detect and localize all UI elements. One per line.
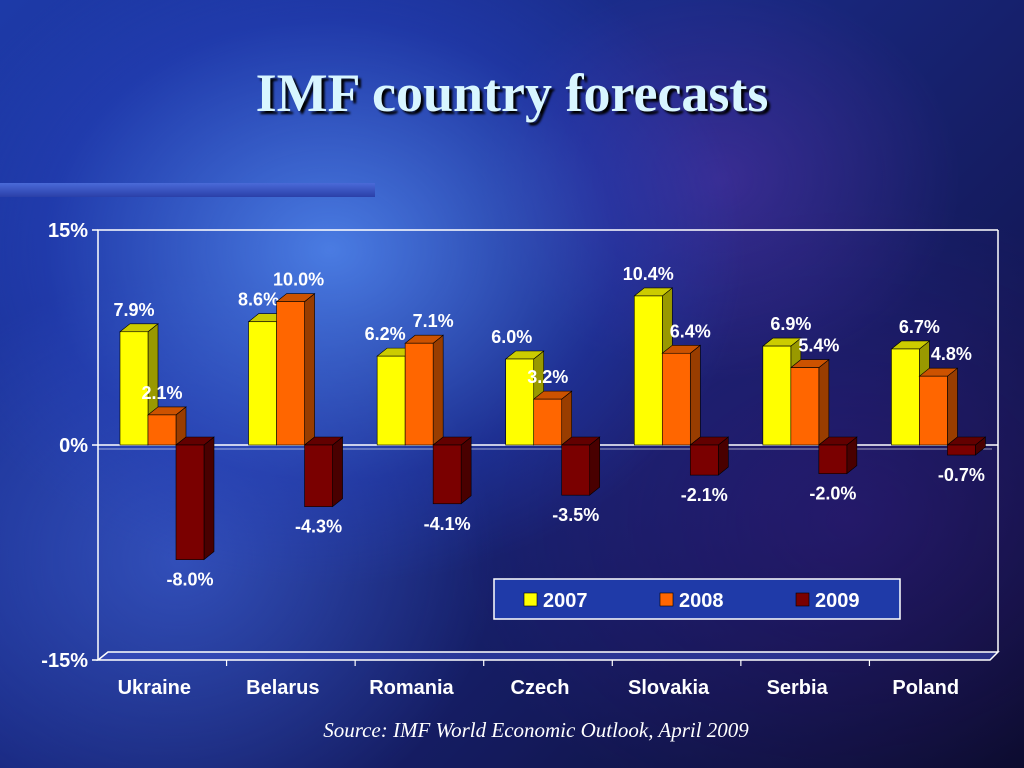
data-label: -4.3%	[295, 517, 342, 537]
data-label: 10.4%	[623, 264, 674, 284]
bar-side-romania-2008	[432, 334, 444, 446]
bar-slovakia-2007	[633, 295, 663, 446]
x-category-label: Poland	[892, 677, 959, 699]
bar-side-poland-2008	[947, 367, 958, 446]
x-category-label: Czech	[511, 677, 570, 699]
bar-side-romania-2009	[460, 436, 472, 505]
data-label: 4.8%	[931, 344, 972, 364]
bar-czech-2008	[533, 398, 563, 446]
bar-slovakia-2008	[661, 352, 691, 446]
bar-czech-2007	[505, 358, 535, 446]
bar-ukraine-2009	[175, 444, 205, 560]
data-label: -2.1%	[681, 485, 728, 505]
data-label: 6.7%	[899, 317, 940, 337]
data-label: 8.6%	[238, 290, 279, 310]
data-label: 6.2%	[365, 324, 406, 344]
data-label: -3.5%	[552, 505, 599, 525]
bar-serbia-2007	[762, 345, 792, 446]
y-tick-label: 0%	[59, 435, 88, 457]
bar-czech-2009	[561, 444, 591, 496]
bar-poland-2007	[891, 348, 920, 446]
bar-belarus-2008	[276, 301, 305, 446]
bar-poland-2008	[919, 375, 948, 446]
bar-romania-2009	[432, 444, 462, 505]
legend-label: 2008	[679, 590, 724, 612]
slide-title: IMF country forecasts	[255, 63, 769, 123]
y-tick-label: -15%	[41, 650, 88, 672]
data-label: -0.7%	[938, 465, 985, 485]
source-note: Source: IMF World Economic Outlook, Apri…	[323, 718, 749, 742]
bar-romania-2008	[404, 342, 434, 446]
data-label: 6.0%	[491, 327, 532, 347]
bar-side-ukraine-2009	[203, 436, 215, 561]
x-category-label: Slovakia	[628, 677, 710, 699]
data-label: 5.4%	[798, 336, 839, 356]
x-category-label: Serbia	[767, 677, 829, 699]
bar-serbia-2008	[790, 367, 820, 446]
legend-swatch-2009	[795, 592, 810, 607]
data-label: 6.9%	[770, 314, 811, 334]
bar-ukraine-2008	[147, 414, 177, 446]
bar-poland-2009	[947, 444, 976, 456]
y-tick-label: 15%	[48, 220, 88, 242]
title-underline	[0, 183, 375, 197]
bar-side-belarus-2009	[332, 436, 343, 508]
data-label: -8.0%	[166, 570, 213, 590]
x-category-label: Romania	[369, 677, 454, 699]
legend-swatch-2007	[523, 592, 538, 607]
bar-side-czech-2008	[561, 390, 573, 446]
data-label: 6.4%	[670, 321, 711, 341]
plot-floor	[95, 651, 1000, 661]
bar-ukraine-2007	[119, 331, 149, 446]
data-label: -2.0%	[809, 484, 856, 504]
bar-side-slovakia-2008	[689, 344, 701, 446]
x-category-label: Belarus	[246, 677, 319, 699]
bar-belarus-2007	[248, 321, 277, 446]
legend-box	[493, 578, 901, 620]
bar-side-serbia-2008	[818, 358, 830, 446]
bar-side-czech-2009	[589, 436, 601, 496]
bar-romania-2007	[376, 355, 406, 446]
data-label: 7.9%	[113, 300, 154, 320]
bar-slovakia-2009	[689, 444, 719, 476]
legend-label: 2009	[815, 590, 860, 612]
legend-label: 2007	[543, 590, 588, 612]
data-label: 10.0%	[273, 270, 324, 290]
bar-side-belarus-2008	[304, 293, 315, 446]
data-label: 3.2%	[527, 367, 568, 387]
bar-belarus-2009	[304, 444, 333, 507]
bar-serbia-2009	[818, 444, 848, 474]
data-label: 2.1%	[141, 383, 182, 403]
x-category-label: Ukraine	[118, 677, 191, 699]
data-label: 7.1%	[413, 311, 454, 331]
legend-swatch-2008	[659, 592, 674, 607]
data-label: -4.1%	[424, 514, 471, 534]
